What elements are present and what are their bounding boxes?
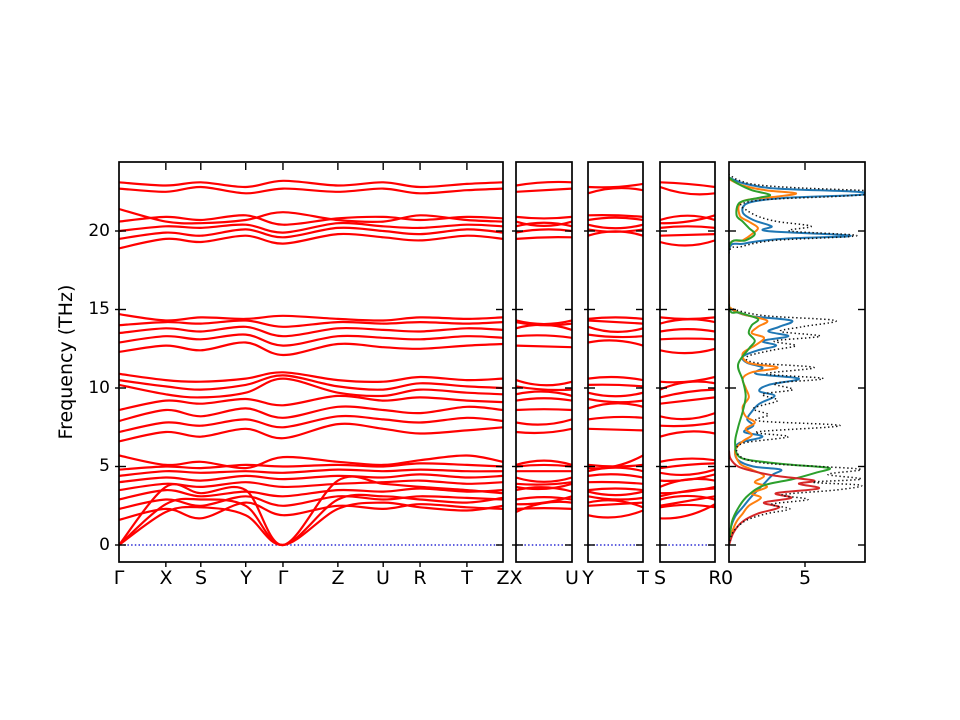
seg1-right-label: U bbox=[565, 567, 579, 589]
kpoint-label-gamma-2: Γ bbox=[277, 567, 289, 589]
kpoint-label-x: X bbox=[159, 567, 173, 589]
y-tick-label-15: 15 bbox=[88, 299, 110, 319]
dos-xtick-label-5: 5 bbox=[798, 567, 812, 589]
seg3-left-label: S bbox=[653, 567, 667, 589]
kpoint-label-r: R bbox=[413, 567, 427, 589]
y-tick-label-10: 10 bbox=[88, 378, 110, 398]
seg1-left-label: X bbox=[509, 567, 523, 589]
seg2-left-label: Y bbox=[582, 567, 594, 589]
seg2-right-label: T bbox=[637, 567, 649, 589]
y-tick-label-0: 0 bbox=[99, 535, 110, 555]
y-tick-label-5: 5 bbox=[99, 456, 110, 476]
kpoint-label-y: Y bbox=[240, 567, 252, 589]
kpoint-label-z: Z bbox=[331, 567, 345, 589]
kpoint-label-u: U bbox=[376, 567, 390, 589]
kpoint-label-z-end: Z bbox=[496, 567, 510, 589]
kpoint-label-t: T bbox=[461, 567, 473, 589]
dos-xtick-label-0: 0 bbox=[720, 567, 734, 589]
kpoint-label-gamma-1: Γ bbox=[113, 567, 125, 589]
kpoint-label-s: S bbox=[194, 567, 208, 589]
seg3-right-label: R bbox=[708, 567, 722, 589]
y-tick-label-20: 20 bbox=[88, 221, 110, 241]
